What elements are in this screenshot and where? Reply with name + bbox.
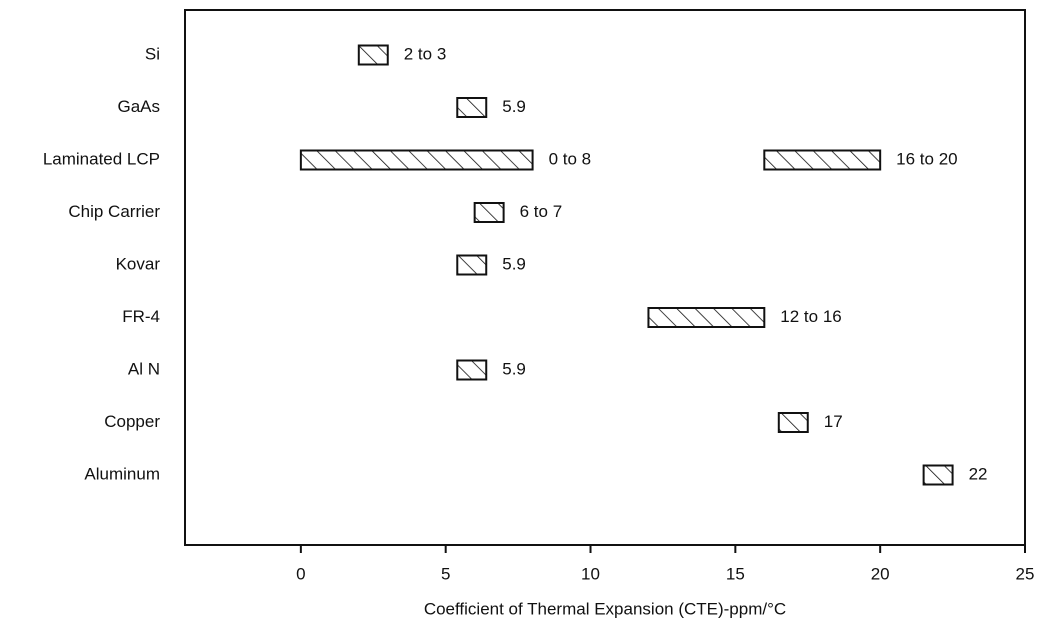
range-bar bbox=[456, 254, 488, 276]
x-tick-label: 0 bbox=[296, 564, 305, 583]
range-bar bbox=[357, 44, 389, 66]
y-tick-label: Al N bbox=[128, 359, 160, 378]
range-bar bbox=[299, 149, 534, 171]
range-bar bbox=[456, 359, 488, 381]
range-bar bbox=[456, 97, 488, 118]
value-label: 5.9 bbox=[502, 97, 526, 116]
value-label: 0 to 8 bbox=[549, 149, 592, 168]
plot-frame bbox=[184, 9, 1026, 546]
value-label: 6 to 7 bbox=[520, 202, 563, 221]
x-tick-label: 25 bbox=[1016, 564, 1035, 583]
y-tick-label: Si bbox=[145, 44, 160, 63]
y-tick-label: FR-4 bbox=[122, 307, 160, 326]
x-tick-label: 20 bbox=[871, 564, 890, 583]
y-tick-label: Laminated LCP bbox=[43, 149, 160, 168]
x-tick-label: 10 bbox=[581, 564, 600, 583]
y-tick-label: Chip Carrier bbox=[68, 202, 160, 221]
y-tick-label: Aluminum bbox=[84, 464, 160, 483]
y-tick-label: Copper bbox=[104, 412, 160, 431]
value-label: 17 bbox=[824, 412, 843, 431]
range-bar bbox=[763, 149, 882, 171]
value-label: 5.9 bbox=[502, 359, 526, 378]
x-tick-label: 15 bbox=[726, 564, 745, 583]
y-tick-label: Kovar bbox=[116, 254, 161, 273]
value-label: 16 to 20 bbox=[896, 149, 957, 168]
range-bar bbox=[473, 202, 505, 223]
range-bar bbox=[777, 412, 809, 433]
y-tick-label: GaAs bbox=[117, 97, 160, 116]
range-bar bbox=[647, 307, 766, 328]
value-label: 12 to 16 bbox=[780, 307, 841, 326]
x-tick-label: 5 bbox=[441, 564, 450, 583]
value-label: 22 bbox=[969, 464, 988, 483]
value-label: 5.9 bbox=[502, 254, 526, 273]
value-label: 2 to 3 bbox=[404, 44, 447, 63]
x-axis-label: Coefficient of Thermal Expansion (CTE)-p… bbox=[424, 599, 786, 618]
range-bar bbox=[922, 464, 954, 486]
